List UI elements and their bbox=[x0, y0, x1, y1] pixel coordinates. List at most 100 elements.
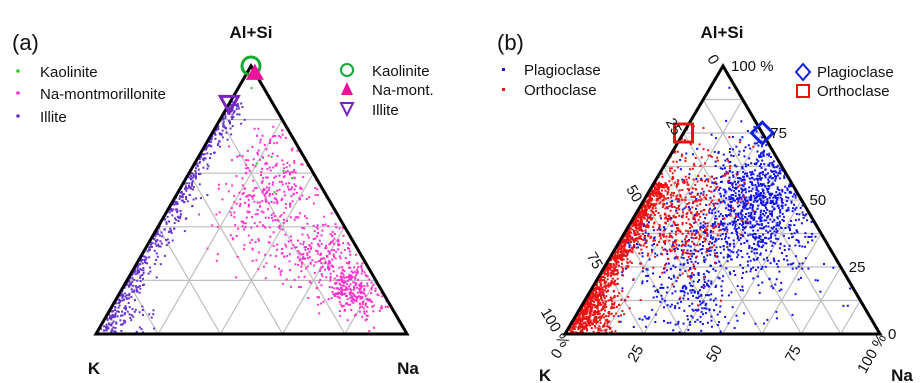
data-point bbox=[358, 285, 361, 288]
data-point bbox=[781, 190, 784, 193]
data-point bbox=[713, 222, 716, 225]
data-point bbox=[670, 277, 673, 280]
data-point bbox=[293, 159, 296, 162]
data-point bbox=[674, 256, 677, 259]
data-point bbox=[650, 190, 653, 193]
data-point bbox=[290, 195, 293, 198]
data-point bbox=[693, 229, 696, 232]
data-point bbox=[690, 233, 693, 236]
data-point bbox=[702, 283, 705, 286]
data-point bbox=[342, 281, 345, 284]
data-point bbox=[656, 188, 659, 190]
data-point bbox=[719, 305, 722, 308]
data-point bbox=[605, 272, 608, 275]
data-point bbox=[678, 214, 681, 217]
data-point bbox=[269, 139, 272, 142]
data-point bbox=[686, 261, 689, 264]
data-point bbox=[770, 226, 773, 229]
data-point bbox=[734, 223, 737, 226]
data-point bbox=[304, 248, 307, 251]
data-point bbox=[734, 187, 737, 190]
data-point bbox=[141, 259, 144, 261]
data-point bbox=[748, 196, 751, 199]
data-point bbox=[262, 211, 265, 214]
data-point bbox=[702, 273, 705, 276]
data-point bbox=[763, 163, 766, 166]
data-point bbox=[364, 302, 367, 305]
data-point bbox=[136, 272, 139, 275]
data-point bbox=[791, 267, 794, 270]
data-point bbox=[733, 189, 736, 192]
data-point bbox=[243, 244, 246, 247]
data-point bbox=[603, 289, 606, 292]
data-point bbox=[359, 290, 362, 293]
data-point bbox=[652, 212, 655, 214]
data-point bbox=[128, 280, 130, 282]
data-point bbox=[652, 237, 655, 240]
data-point bbox=[773, 219, 776, 222]
data-point bbox=[114, 315, 117, 318]
data-point bbox=[308, 196, 311, 199]
data-point bbox=[307, 297, 310, 299]
data-point bbox=[745, 213, 747, 215]
data-point bbox=[599, 276, 602, 278]
data-point bbox=[651, 194, 654, 197]
data-point bbox=[197, 168, 200, 171]
data-point bbox=[652, 285, 655, 288]
data-point bbox=[811, 239, 814, 242]
data-point bbox=[741, 210, 744, 213]
data-point bbox=[775, 202, 778, 205]
data-point bbox=[621, 269, 624, 272]
data-point bbox=[673, 257, 676, 260]
data-point bbox=[585, 303, 587, 306]
data-point bbox=[206, 152, 209, 155]
data-point bbox=[173, 203, 176, 206]
data-point bbox=[328, 252, 331, 255]
data-point bbox=[702, 300, 705, 303]
data-point bbox=[570, 331, 573, 334]
data-point bbox=[168, 220, 170, 223]
data-point bbox=[627, 239, 630, 242]
data-point bbox=[738, 239, 741, 242]
data-point bbox=[195, 172, 197, 175]
data-point bbox=[794, 293, 797, 296]
data-point bbox=[775, 166, 778, 169]
data-point bbox=[321, 265, 324, 268]
data-point bbox=[753, 162, 756, 165]
data-point bbox=[616, 255, 619, 257]
data-point bbox=[758, 165, 761, 167]
data-point bbox=[662, 286, 665, 289]
data-point bbox=[724, 189, 727, 192]
data-point bbox=[365, 275, 368, 277]
data-point bbox=[661, 183, 664, 186]
data-point bbox=[609, 296, 612, 299]
data-point bbox=[624, 267, 627, 270]
data-point bbox=[724, 172, 727, 175]
data-point bbox=[327, 250, 330, 253]
data-point bbox=[232, 116, 235, 119]
data-point bbox=[664, 221, 667, 224]
data-point bbox=[255, 259, 258, 262]
data-point bbox=[328, 285, 331, 288]
data-point bbox=[737, 205, 739, 208]
data-point bbox=[697, 250, 700, 253]
data-point bbox=[716, 313, 719, 316]
data-point bbox=[188, 184, 190, 187]
data-point bbox=[686, 318, 689, 321]
data-point bbox=[203, 153, 206, 156]
data-point bbox=[741, 256, 744, 259]
data-point bbox=[352, 288, 355, 291]
data-point bbox=[259, 138, 262, 141]
data-point bbox=[229, 122, 231, 125]
data-point bbox=[670, 184, 673, 187]
data-point bbox=[340, 271, 343, 274]
data-point bbox=[681, 290, 684, 293]
data-point bbox=[281, 228, 284, 231]
data-point bbox=[646, 235, 649, 238]
data-point bbox=[764, 196, 767, 198]
data-point bbox=[795, 229, 798, 232]
data-point bbox=[641, 252, 644, 255]
data-point bbox=[576, 320, 579, 323]
data-point bbox=[604, 282, 607, 285]
